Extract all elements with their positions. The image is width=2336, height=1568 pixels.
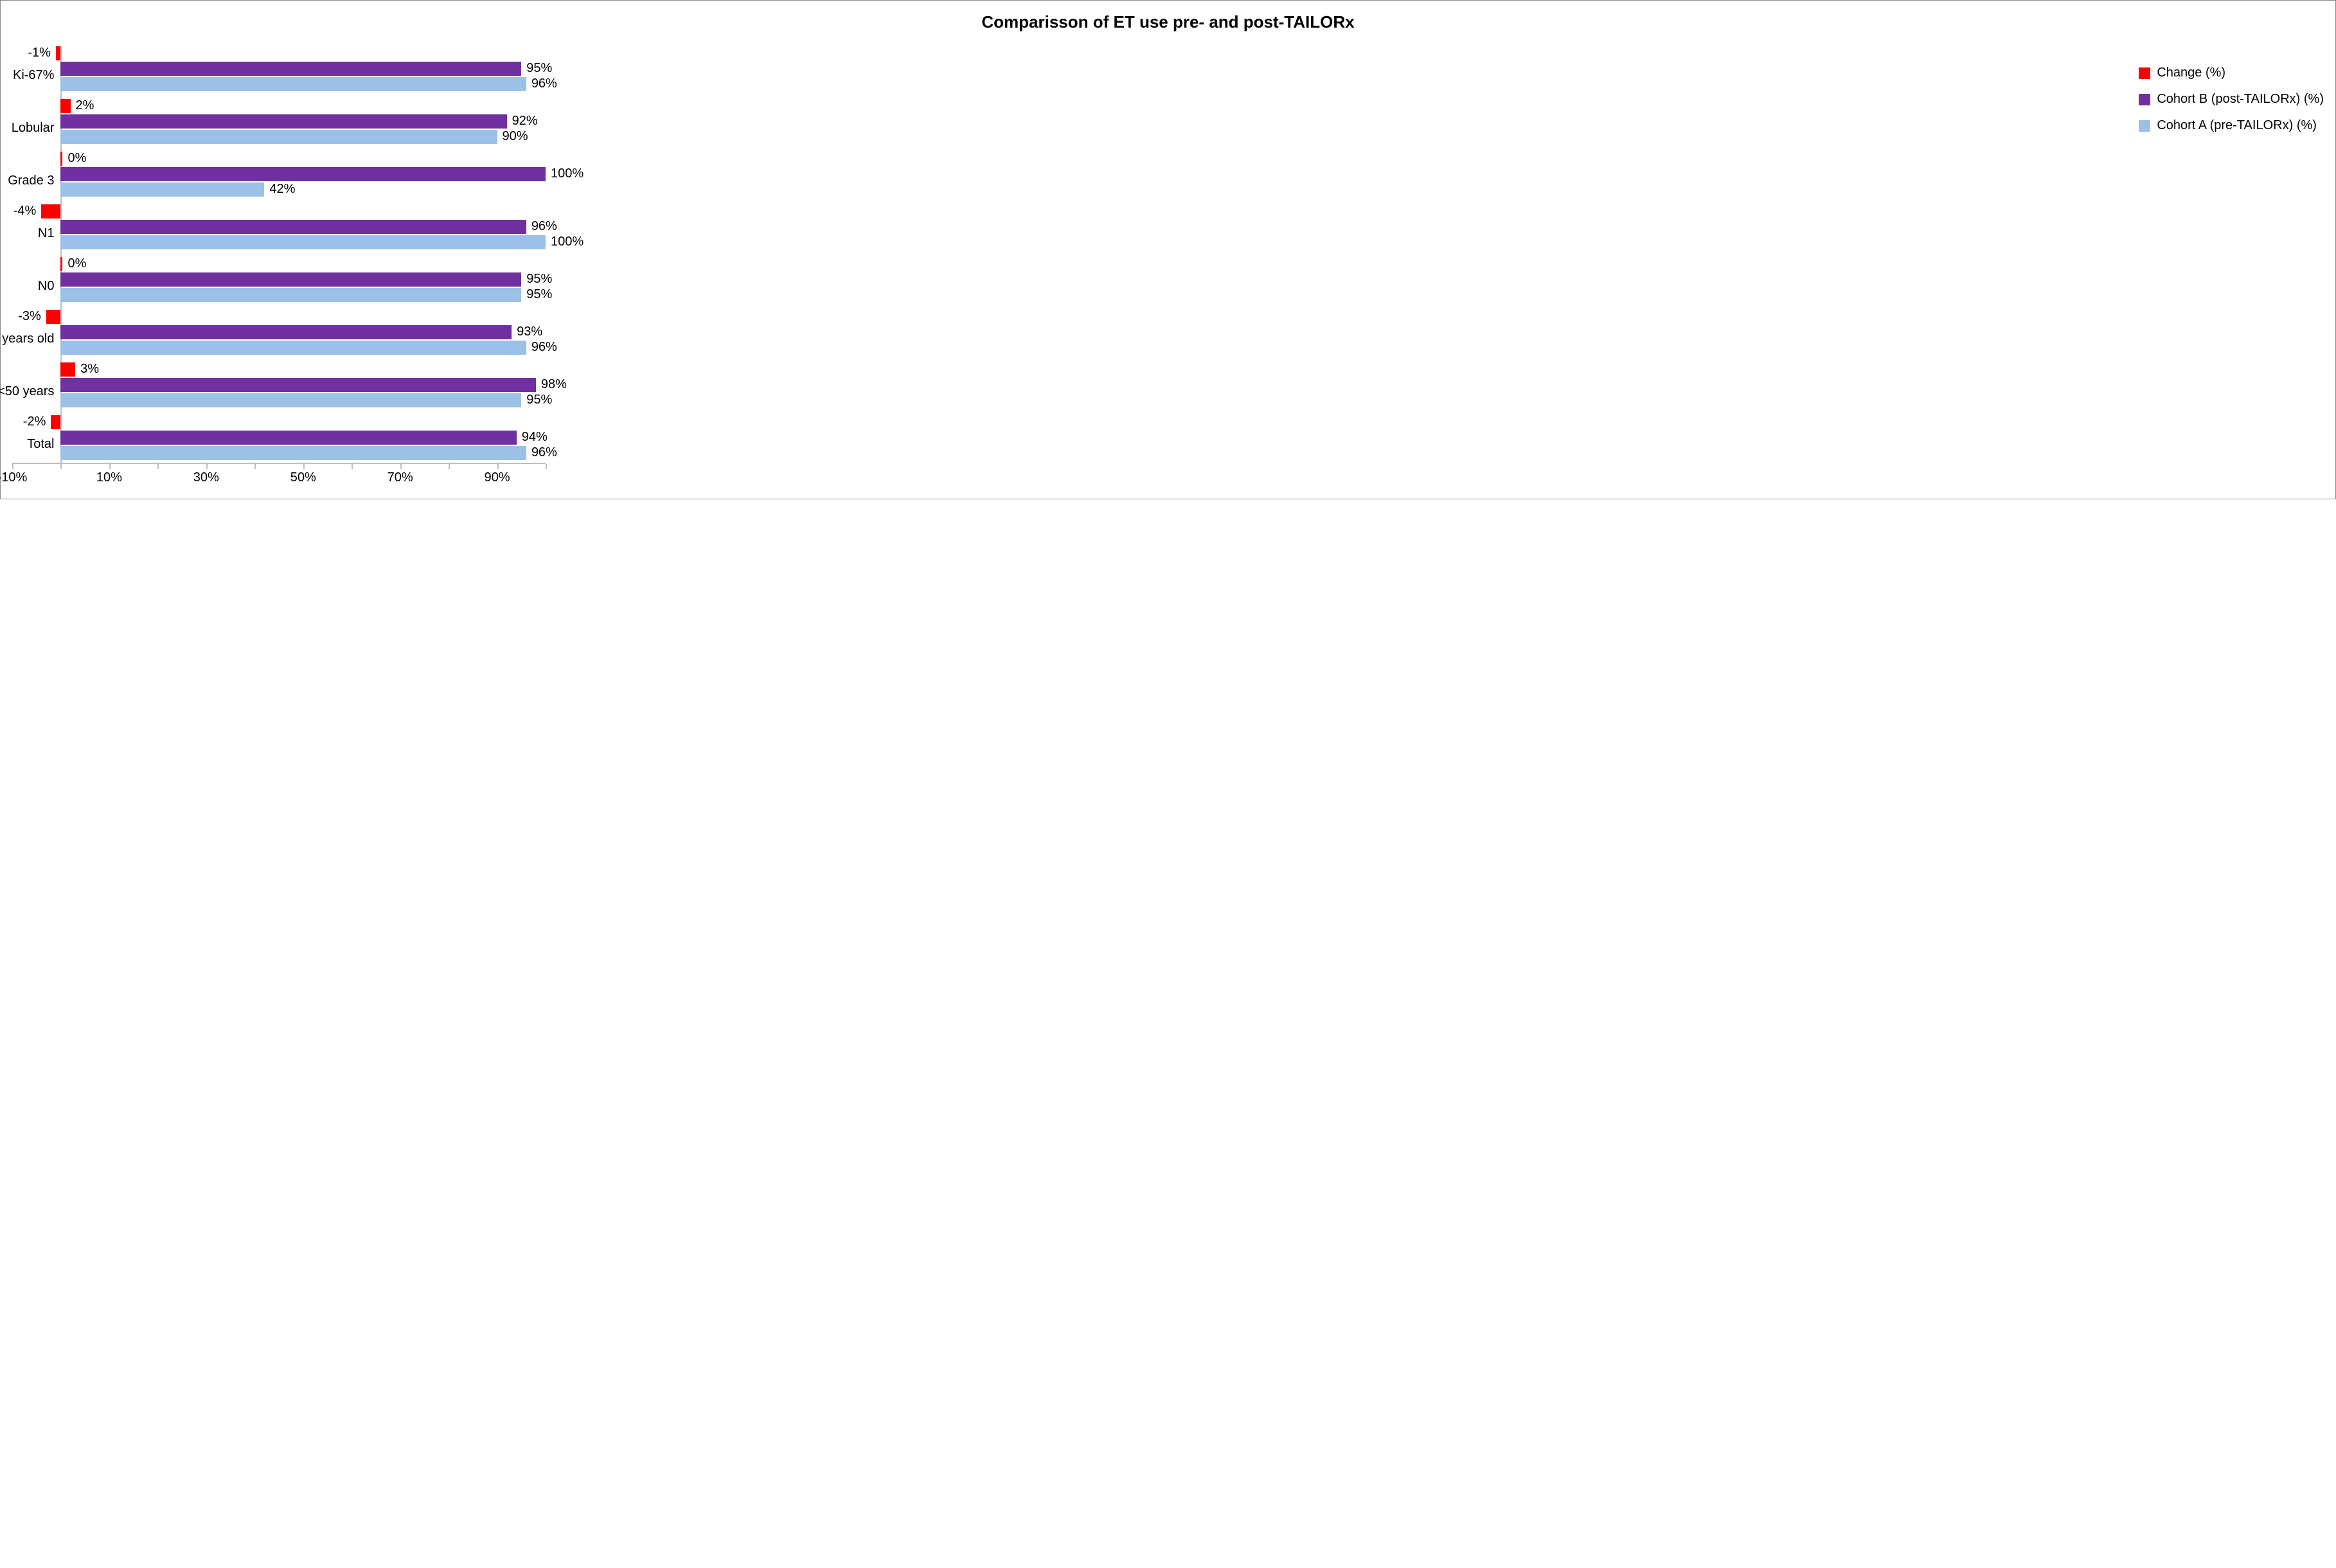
bar <box>60 114 506 129</box>
x-tick-mark <box>12 464 13 469</box>
bar <box>60 362 75 377</box>
legend-swatch <box>2139 67 2150 79</box>
bar-data-label: -2% <box>23 414 46 429</box>
bar-data-label: 0% <box>67 256 86 271</box>
bar <box>60 167 546 181</box>
category-label: Age <50 years <box>0 384 54 399</box>
x-tick-mark <box>254 464 256 469</box>
bar-data-label: -1% <box>28 46 51 60</box>
x-tick-label: 90% <box>485 470 510 485</box>
x-tick-mark <box>157 464 159 469</box>
legend-swatch <box>2139 120 2150 132</box>
bar <box>46 310 61 324</box>
bar <box>41 204 60 218</box>
category-label: N0 <box>38 279 55 294</box>
bar-data-label: 0% <box>67 151 86 166</box>
bar <box>60 152 62 166</box>
bar <box>60 257 62 271</box>
bar <box>60 431 516 445</box>
chart-title: Comparisson of ET use pre- and post-TAIL… <box>12 12 2324 32</box>
legend-item: Cohort A (pre-TAILORx) (%) <box>2139 118 2324 133</box>
chart-frame: Comparisson of ET use pre- and post-TAIL… <box>0 0 2336 499</box>
bar-data-label: 95% <box>526 287 552 302</box>
bar-data-label: 100% <box>551 235 584 249</box>
bar-data-label: -3% <box>18 309 41 324</box>
bar-data-label: 96% <box>531 219 557 234</box>
x-tick-mark <box>303 464 305 469</box>
x-tick-mark <box>546 464 547 469</box>
x-tick-mark <box>206 464 208 469</box>
bar-data-label: 95% <box>526 61 552 76</box>
bar <box>60 130 497 144</box>
x-tick-mark <box>449 464 450 469</box>
bar-data-label: 94% <box>522 430 548 445</box>
x-tick-label: 30% <box>193 470 219 485</box>
bar <box>60 235 546 249</box>
x-tick-mark <box>400 464 402 469</box>
chart-body: -1%95%96%Ki-67%2%92%90%Lobular0%100%42%G… <box>12 46 2324 487</box>
bar <box>60 341 526 355</box>
bar <box>60 77 526 91</box>
bar-data-label: 95% <box>526 393 552 407</box>
bar-data-label: 100% <box>551 166 584 181</box>
bar-data-label: 96% <box>531 445 557 460</box>
category-label: Lobular <box>12 121 55 136</box>
bar-data-label: 96% <box>531 76 557 91</box>
x-tick-mark <box>497 464 499 469</box>
bar <box>60 220 526 234</box>
bar <box>51 415 60 429</box>
bar-data-label: 98% <box>541 377 567 392</box>
bar-data-label: 92% <box>512 114 538 129</box>
bar <box>60 62 521 76</box>
x-tick-label: -10% <box>0 470 27 485</box>
x-tick-label: 10% <box>96 470 122 485</box>
legend-label: Cohort A (pre-TAILORx) (%) <box>2157 118 2317 133</box>
bar <box>60 378 535 392</box>
legend-item: Cohort B (post-TAILORx) (%) <box>2139 92 2324 107</box>
bar <box>60 99 70 113</box>
legend: Change (%) Cohort B (post-TAILORx) (%) Coh… <box>2119 46 2324 487</box>
bar <box>60 183 264 197</box>
bar <box>56 46 61 60</box>
x-axis-ticks: -10%10%30%50%70%90% <box>12 464 546 487</box>
legend-swatch <box>2139 94 2150 105</box>
bar-data-label: 95% <box>526 272 552 287</box>
bar <box>60 272 521 287</box>
legend-label: Cohort B (post-TAILORx) (%) <box>2157 92 2324 107</box>
x-tick-mark <box>352 464 353 469</box>
bar-data-label: 2% <box>76 98 94 113</box>
bar <box>60 325 512 339</box>
x-tick-mark <box>109 464 111 469</box>
bar <box>60 446 526 460</box>
bar <box>60 393 521 407</box>
bar-data-label: 3% <box>80 362 99 377</box>
x-tick-label: 70% <box>388 470 413 485</box>
category-label: N1 <box>38 226 55 241</box>
bar-data-label: 93% <box>517 325 542 339</box>
bar-data-label: 42% <box>269 182 295 197</box>
plot-column: -1%95%96%Ki-67%2%92%90%Lobular0%100%42%G… <box>12 46 2119 487</box>
category-label: Ki-67% <box>13 68 54 83</box>
bar-data-label: 96% <box>531 340 557 355</box>
plot-area: -1%95%96%Ki-67%2%92%90%Lobular0%100%42%G… <box>12 46 546 464</box>
legend-label: Change (%) <box>2157 66 2225 80</box>
bar-data-label: 90% <box>503 129 528 144</box>
x-tick-mark <box>60 464 62 469</box>
bar <box>60 288 521 302</box>
category-label: Total <box>27 437 54 452</box>
x-tick-label: 50% <box>290 470 316 485</box>
category-label: Grade 3 <box>8 174 54 188</box>
legend-item: Change (%) <box>2139 66 2324 80</box>
bar-data-label: -4% <box>13 204 37 218</box>
category-label: Age >=50 years old <box>0 332 54 346</box>
